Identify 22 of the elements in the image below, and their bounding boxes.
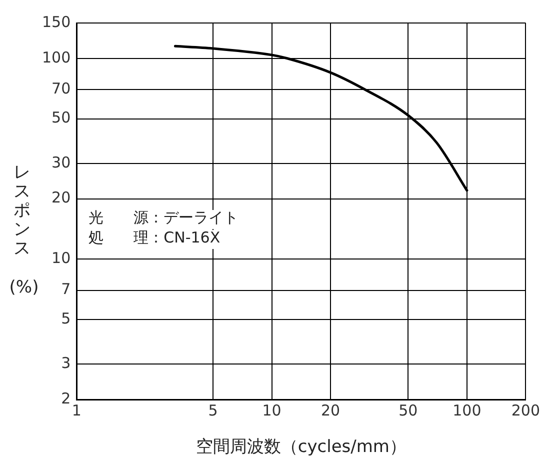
- y-tick-label: 100: [42, 48, 71, 66]
- y-tick-label: 7: [61, 280, 71, 298]
- y-tick-label: 3: [61, 354, 71, 372]
- annotation: 光 源：デーライト: [88, 208, 239, 226]
- x-tick-label: 10: [262, 401, 282, 420]
- y-axis-title: レスポンス (%): [9, 162, 39, 298]
- x-axis-title: 空間周波数（cycles/mm）: [196, 437, 406, 458]
- x-tick-label: 1: [72, 401, 82, 420]
- annotation: 処 理：CN-16X: [88, 228, 220, 246]
- y-tick-label: 20: [52, 188, 71, 207]
- x-tick-label: 20: [320, 401, 340, 420]
- x-tick-label: 100: [452, 401, 482, 420]
- y-tick-label: 50: [52, 108, 71, 127]
- y-tick-label: 70: [52, 79, 71, 98]
- x-tick-label: 50: [398, 401, 418, 420]
- x-tick-label: 5: [208, 401, 218, 420]
- y-tick-label: 5: [61, 310, 71, 328]
- y-tick-label: 10: [52, 249, 71, 268]
- y-tick-label: 150: [42, 12, 71, 31]
- y-tick-label: 30: [52, 153, 71, 172]
- y-tick-label: 2: [61, 389, 71, 408]
- x-tick-label: 200: [511, 401, 540, 420]
